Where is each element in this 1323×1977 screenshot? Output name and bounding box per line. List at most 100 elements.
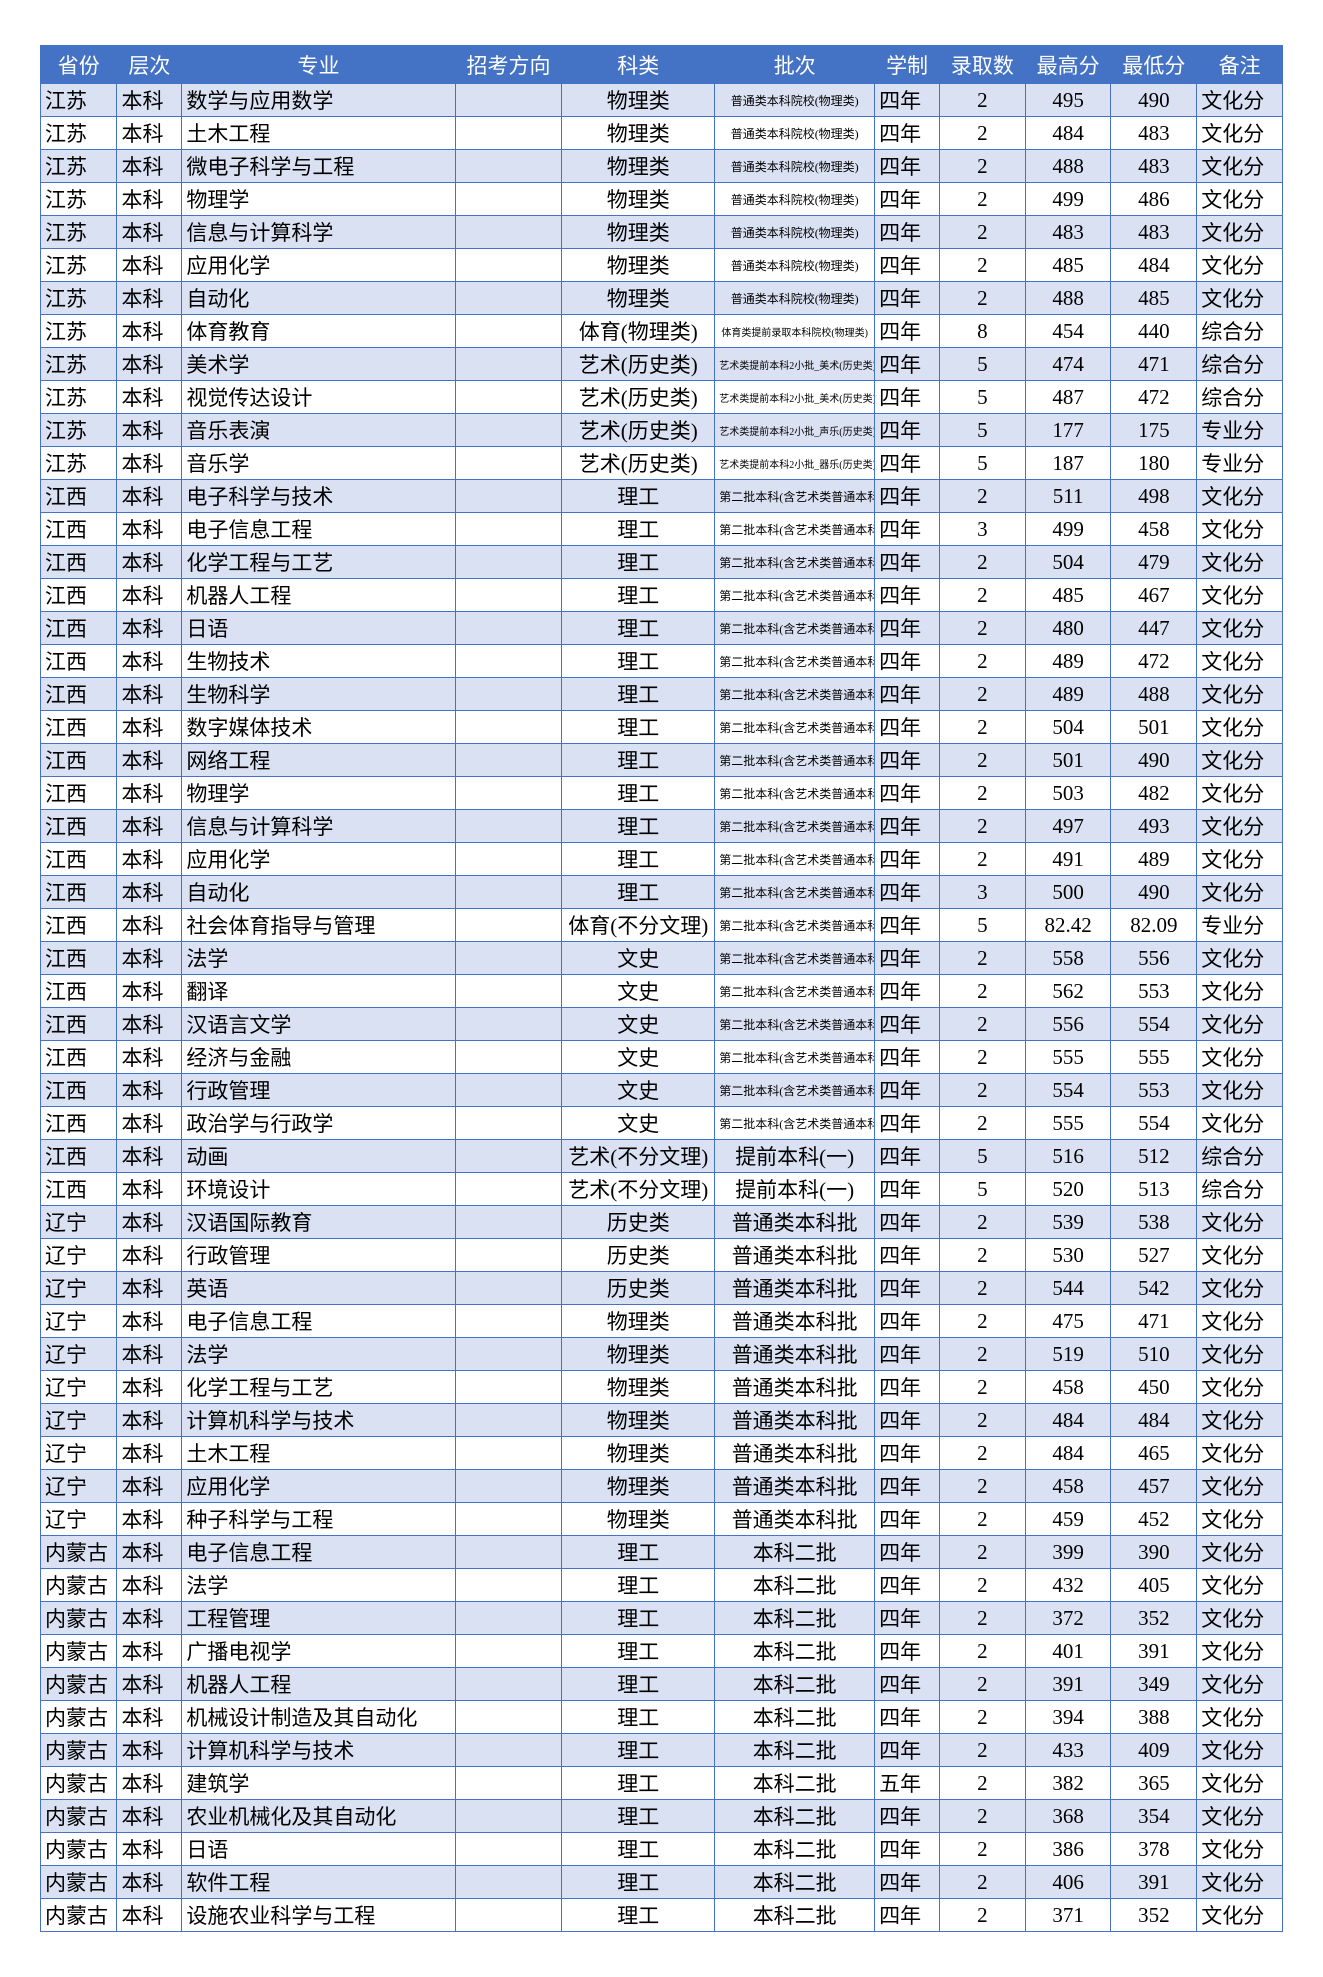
col-remark-header: 备注	[1197, 46, 1283, 84]
col-level-header: 层次	[117, 46, 182, 84]
col-batch: 第二批本科(含艺术类普通本科)	[715, 744, 875, 777]
col-count: 2	[940, 678, 1026, 711]
col-count: 2	[940, 1602, 1026, 1635]
col-max: 484	[1025, 1437, 1111, 1470]
table-row: 江西本科环境设计艺术(不分文理)提前本科(一)四年5520513综合分	[41, 1173, 1283, 1206]
col-batch: 第二批本科(含艺术类普通本科)	[715, 579, 875, 612]
col-major: 信息与计算科学	[182, 216, 455, 249]
col-level: 本科	[117, 1206, 182, 1239]
table-row: 江苏本科信息与计算科学物理类普通类本科院校(物理类)四年2483483文化分	[41, 216, 1283, 249]
col-category: 物理类	[562, 183, 715, 216]
col-level: 本科	[117, 513, 182, 546]
col-batch: 普通类本科批	[715, 1338, 875, 1371]
col-min: 488	[1111, 678, 1197, 711]
col-min: 472	[1111, 381, 1197, 414]
col-major: 数字媒体技术	[182, 711, 455, 744]
col-category: 文史	[562, 942, 715, 975]
col-category: 理工	[562, 744, 715, 777]
col-direction	[455, 282, 562, 315]
col-major: 政治学与行政学	[182, 1107, 455, 1140]
col-level: 本科	[117, 84, 182, 117]
col-min: 498	[1111, 480, 1197, 513]
col-min: 352	[1111, 1899, 1197, 1932]
col-province: 江西	[41, 546, 117, 579]
table-row: 江西本科自动化理工第二批本科(含艺术类普通本科)四年3500490文化分	[41, 876, 1283, 909]
col-batch: 普通类本科院校(物理类)	[715, 84, 875, 117]
col-min-header: 最低分	[1111, 46, 1197, 84]
col-province: 辽宁	[41, 1338, 117, 1371]
col-duration: 四年	[875, 513, 940, 546]
col-duration: 四年	[875, 1173, 940, 1206]
table-row: 内蒙古本科工程管理理工本科二批四年2372352文化分	[41, 1602, 1283, 1635]
col-category: 理工	[562, 1701, 715, 1734]
col-category: 理工	[562, 1668, 715, 1701]
col-major: 计算机科学与技术	[182, 1404, 455, 1437]
col-category: 文史	[562, 1074, 715, 1107]
col-level: 本科	[117, 1767, 182, 1800]
col-level: 本科	[117, 1569, 182, 1602]
col-major: 网络工程	[182, 744, 455, 777]
col-category: 理工	[562, 645, 715, 678]
col-duration: 四年	[875, 1206, 940, 1239]
col-remark: 文化分	[1197, 579, 1283, 612]
col-max: 401	[1025, 1635, 1111, 1668]
col-remark: 文化分	[1197, 975, 1283, 1008]
col-count: 2	[940, 1668, 1026, 1701]
col-level: 本科	[117, 1008, 182, 1041]
col-category: 历史类	[562, 1206, 715, 1239]
col-category: 历史类	[562, 1239, 715, 1272]
col-count: 5	[940, 348, 1026, 381]
col-count: 2	[940, 1371, 1026, 1404]
col-batch: 艺术类提前本科2小批_美术(历史类)	[715, 348, 875, 381]
col-category: 理工	[562, 1602, 715, 1635]
col-batch: 艺术类提前本科2小批_美术(历史类)	[715, 381, 875, 414]
table-row: 内蒙古本科计算机科学与技术理工本科二批四年2433409文化分	[41, 1734, 1283, 1767]
table-row: 内蒙古本科软件工程理工本科二批四年2406391文化分	[41, 1866, 1283, 1899]
col-count: 2	[940, 1305, 1026, 1338]
col-level: 本科	[117, 1239, 182, 1272]
col-level: 本科	[117, 1668, 182, 1701]
col-duration: 四年	[875, 315, 940, 348]
table-row: 内蒙古本科法学理工本科二批四年2432405文化分	[41, 1569, 1283, 1602]
col-count: 2	[940, 1800, 1026, 1833]
col-batch: 本科二批	[715, 1800, 875, 1833]
col-category: 理工	[562, 513, 715, 546]
col-min: 527	[1111, 1239, 1197, 1272]
col-remark: 文化分	[1197, 183, 1283, 216]
col-major: 环境设计	[182, 1173, 455, 1206]
col-count: 2	[940, 183, 1026, 216]
col-direction	[455, 1206, 562, 1239]
col-count: 2	[940, 1107, 1026, 1140]
col-min: 486	[1111, 183, 1197, 216]
col-count: 2	[940, 1536, 1026, 1569]
table-row: 辽宁本科应用化学物理类普通类本科批四年2458457文化分	[41, 1470, 1283, 1503]
table-row: 江西本科信息与计算科学理工第二批本科(含艺术类普通本科)四年2497493文化分	[41, 810, 1283, 843]
col-batch: 艺术类提前本科2小批_声乐(历史类)	[715, 414, 875, 447]
col-level: 本科	[117, 678, 182, 711]
col-province: 江西	[41, 744, 117, 777]
col-count: 2	[940, 1074, 1026, 1107]
col-remark: 文化分	[1197, 282, 1283, 315]
col-count: 2	[940, 1899, 1026, 1932]
col-max: 475	[1025, 1305, 1111, 1338]
col-count: 2	[940, 645, 1026, 678]
col-remark: 文化分	[1197, 678, 1283, 711]
col-major: 生物技术	[182, 645, 455, 678]
col-major: 数学与应用数学	[182, 84, 455, 117]
col-direction	[455, 1767, 562, 1800]
col-remark: 文化分	[1197, 1371, 1283, 1404]
col-count: 2	[940, 480, 1026, 513]
col-remark: 文化分	[1197, 117, 1283, 150]
col-max: 497	[1025, 810, 1111, 843]
col-level: 本科	[117, 216, 182, 249]
col-direction	[455, 1338, 562, 1371]
col-min: 471	[1111, 1305, 1197, 1338]
table-row: 江西本科机器人工程理工第二批本科(含艺术类普通本科)四年2485467文化分	[41, 579, 1283, 612]
col-province: 辽宁	[41, 1437, 117, 1470]
col-direction	[455, 1140, 562, 1173]
col-count: 2	[940, 942, 1026, 975]
col-max: 368	[1025, 1800, 1111, 1833]
col-remark: 文化分	[1197, 249, 1283, 282]
table-row: 江西本科应用化学理工第二批本科(含艺术类普通本科)四年2491489文化分	[41, 843, 1283, 876]
col-category: 艺术(历史类)	[562, 414, 715, 447]
